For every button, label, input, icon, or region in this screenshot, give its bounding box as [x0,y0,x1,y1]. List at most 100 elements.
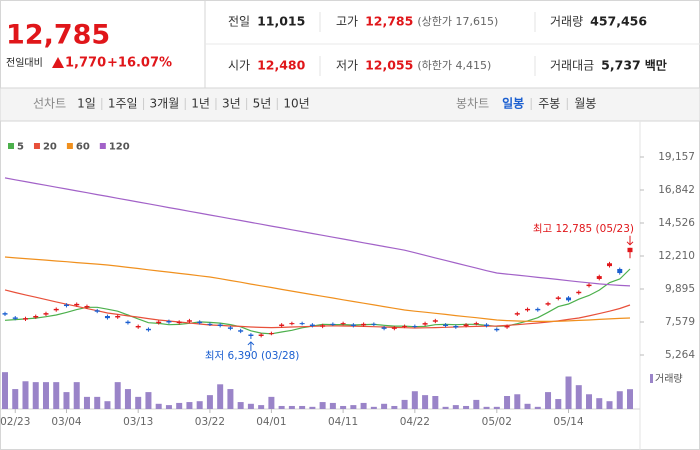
summary-label: 고가 [336,15,358,29]
tab[interactable]: 3개월 [150,97,180,111]
candle-body [94,310,100,312]
volume-legend-swatch [650,374,653,383]
summary-unit: 백만 [645,58,667,73]
candle-body [176,321,182,324]
tab[interactable]: 1년 [191,97,210,111]
volume-bar [135,396,142,409]
volume-bar [155,403,162,409]
legend-swatch [66,143,73,149]
volume-bar [483,406,490,409]
tab[interactable]: 1주일 [108,97,138,111]
candle-body [207,323,213,325]
volume-bar [299,405,306,409]
annotation-arrow [626,235,634,246]
candle-body [391,327,397,329]
legend-swatch [8,143,14,149]
price: 12,785 [6,20,110,51]
summary-value: 5,737 [601,58,641,73]
volume-bar [94,396,101,409]
change: 1,770 [65,56,106,71]
volume-bar [422,395,429,409]
legend-label: 60 [76,142,90,153]
summary-value: 12,785 [365,14,413,29]
volume-bar [2,372,8,409]
up-arrow [52,57,64,68]
candle-body [248,334,254,336]
summary-label: 전일 [228,15,250,29]
candle-body [197,321,203,324]
volume-bar [534,406,541,409]
change-rate: +16.07% [107,56,172,71]
volume-bar [463,405,470,409]
volume-bar [442,406,449,409]
tab[interactable]: 주봉 [538,97,560,111]
volume-bar [565,376,572,409]
candle-body [627,247,633,253]
candle-body [2,313,8,315]
y-tick-label: 14,526 [658,217,695,229]
x-tick-label: 04/11 [328,416,358,428]
volume-bar [575,385,582,409]
y-tick-label: 16,842 [658,184,695,196]
ma-line [4,177,631,287]
candle-body [412,325,418,327]
volume-bar [514,394,521,409]
summary-value: 11,015 [257,14,305,29]
candle-body [494,328,500,331]
volume-bar [391,405,398,409]
change-label: 전일대비 [6,57,43,69]
volume-bar [53,382,60,409]
candle-body [473,323,479,325]
candle-body [74,303,80,306]
legend-swatch [33,143,40,149]
volume-bar [504,396,511,409]
candle-body [166,320,172,323]
summary-note: (하한가 4,415) [417,58,491,72]
tab[interactable]: 5년 [253,97,272,111]
volume-bar [165,405,172,409]
candle-body [453,325,459,328]
volume-bar [586,394,593,409]
candle-body [350,324,356,326]
tab[interactable]: 3년 [222,97,241,111]
volume-bar [360,402,367,409]
candle-body [53,308,59,311]
candle-body [63,304,69,307]
volume-bar [340,405,347,409]
candle-body [340,323,346,325]
candle-body [525,308,531,311]
summary-note: (상한가 17,615) [417,15,498,28]
volume-bar [350,405,357,409]
volume-bar [288,405,295,409]
candle-body [268,333,274,335]
candle-body [12,317,18,319]
volume-bar [145,392,152,409]
legend-label: 120 [109,142,130,153]
tab[interactable]: 10년 [283,97,309,111]
volume-bar [217,384,224,409]
volume-bar [268,396,275,409]
y-tick-label: 19,157 [658,151,695,163]
candle-body [22,318,28,320]
candle-body [125,321,131,324]
legend-label: 5 [17,142,24,153]
candle-body [156,321,162,324]
volume-bar [606,401,613,409]
y-tick-label: 12,210 [658,250,695,262]
volume-bar [319,402,326,409]
volume-bar [555,399,562,409]
tab-selected[interactable]: 일봉 [502,97,524,111]
volume-bar [473,399,480,409]
volume-bar [196,401,203,409]
tab-bar [0,87,700,122]
volume-bar [227,389,234,409]
volume-bar [63,392,70,409]
tab[interactable]: 월봉 [574,97,596,111]
candle-body [330,323,336,325]
tab[interactable]: 1일 [77,97,96,111]
candle-body [186,320,192,322]
volume-bar [206,395,213,409]
volume-bar [22,381,29,409]
candle-body [566,297,572,301]
